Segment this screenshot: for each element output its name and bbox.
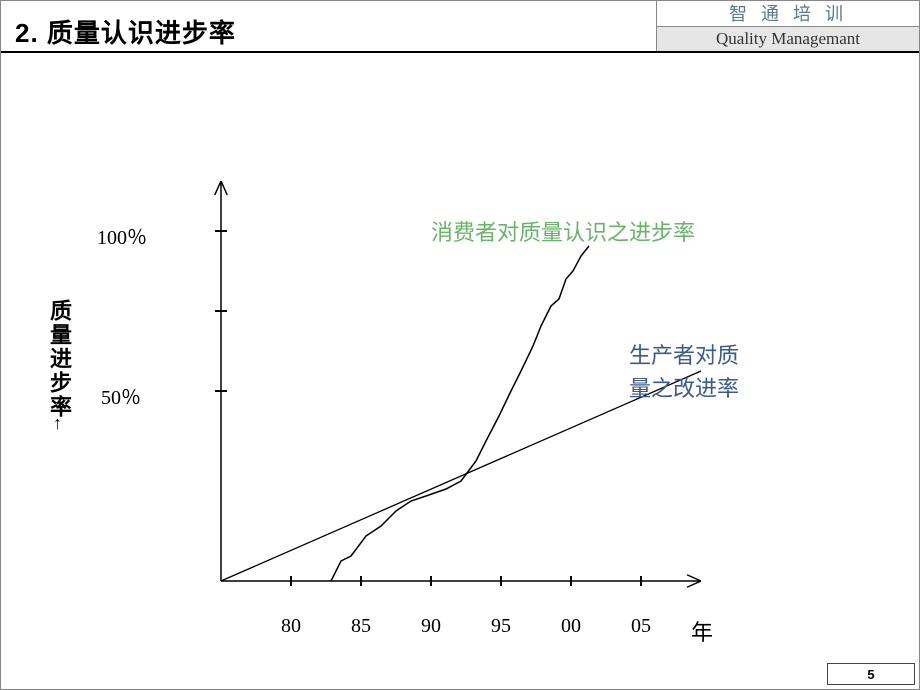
x-tick-label: 85 (351, 615, 371, 638)
page-number: 5 (827, 663, 915, 685)
header-band: 2. 质量认识进步率 智通培训 Quality Managemant (1, 1, 919, 51)
y-axis-arrow-icon: ↑ (53, 413, 62, 434)
header-rule (1, 51, 919, 53)
slide-title: 2. 质量认识进步率 (15, 13, 236, 50)
corp-box: 智通培训 Quality Managemant (656, 1, 919, 51)
series-label-consumer: 消费者对质量认识之进步率 (431, 216, 695, 249)
slide: 2. 质量认识进步率 智通培训 Quality Managemant 质量进步率… (0, 0, 920, 690)
x-tick-label: 80 (281, 615, 301, 638)
x-tick-label: 95 (491, 615, 511, 638)
y-axis-label: 质量进步率 (43, 299, 75, 419)
x-axis-label: 年 (691, 615, 713, 647)
corp-name: 智通培训 (656, 1, 919, 27)
corp-subtitle: Quality Managemant (656, 27, 919, 51)
y-tick-label-100: 100％ (97, 221, 147, 250)
series-label-producer: 生产者对质量之改进率 (629, 339, 739, 405)
x-tick-label: 90 (421, 615, 441, 638)
x-tick-label: 00 (561, 615, 581, 638)
x-tick-label: 05 (631, 615, 651, 638)
y-tick-label-50: 50％ (101, 381, 141, 410)
